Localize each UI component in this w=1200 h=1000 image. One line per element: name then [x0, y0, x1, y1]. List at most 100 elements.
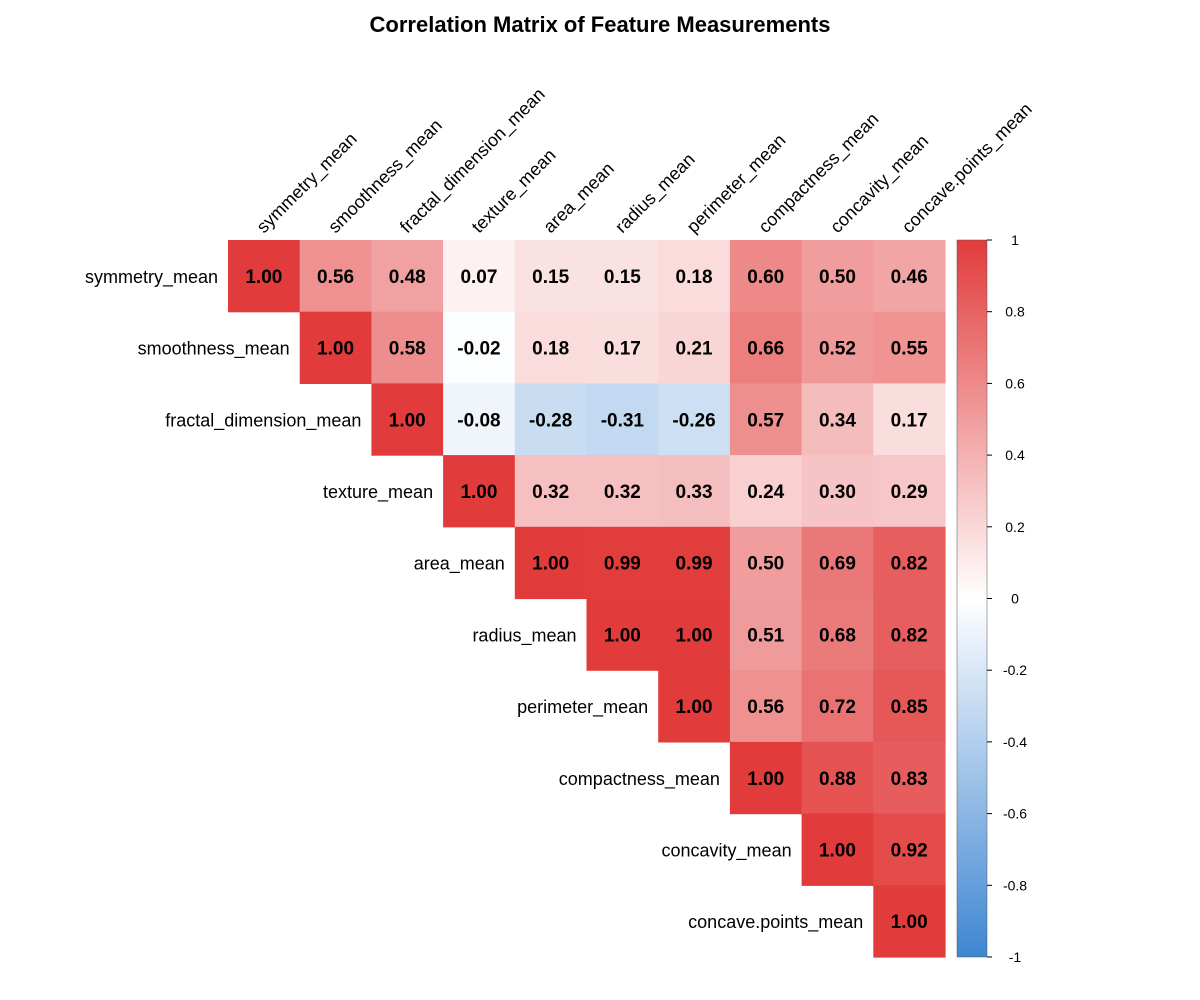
heatmap-cell-smoothness_mean-texture_mean — [443, 311, 516, 384]
heatmap-cell-texture_mean-perimeter_mean — [658, 455, 731, 528]
heatmap-cell-area_mean-compactness_mean — [729, 526, 803, 600]
cell-value-label: 0.30 — [819, 482, 856, 503]
heatmap-cell-radius_mean-perimeter_mean — [658, 598, 731, 671]
cell-value-label: 0.99 — [676, 554, 713, 575]
cell-value-label: 0.18 — [532, 339, 569, 360]
heatmap-cell-texture_mean-concavity_mean — [801, 455, 874, 528]
heatmap-cell-area_mean-area_mean — [514, 526, 588, 600]
heatmap-cell-smoothness_mean-fractal_dimension_mean — [371, 311, 444, 384]
cell-value-label: 1.00 — [604, 625, 641, 646]
heatmap-cell-area_mean-concave.points_mean — [873, 526, 946, 600]
heatmap-cell-texture_mean-compactness_mean — [729, 455, 803, 528]
row-label-compactness_mean: compactness_mean — [559, 769, 720, 790]
cell-value-label: 1.00 — [389, 410, 426, 431]
heatmap-cell-symmetry_mean-radius_mean — [586, 240, 659, 313]
row-label-concavity_mean: concavity_mean — [662, 840, 792, 861]
heatmap-cell-perimeter_mean-concave.points_mean — [873, 670, 946, 743]
cell-value-label: 0.34 — [819, 410, 856, 431]
cell-value-label: 0.32 — [604, 482, 641, 503]
col-label-fractal_dimension_mean: fractal_dimension_mean — [396, 84, 550, 238]
cell-value-label: 0.07 — [460, 267, 497, 288]
cell-value-label: 0.58 — [389, 339, 426, 360]
heatmap-cell-concavity_mean-concavity_mean — [801, 813, 874, 886]
heatmap-cell-texture_mean-texture_mean — [443, 455, 516, 528]
legend-tick-label: -0.8 — [1003, 877, 1027, 893]
heatmap-cell-texture_mean-area_mean — [514, 455, 588, 528]
cell-value-label: 0.15 — [532, 267, 569, 288]
cell-value-label: 0.29 — [891, 482, 928, 503]
row-label-symmetry_mean: symmetry_mean — [85, 267, 218, 288]
cell-value-label: 0.88 — [819, 769, 856, 790]
heatmap-cell-compactness_mean-concave.points_mean — [873, 741, 946, 815]
heatmap-cell-radius_mean-compactness_mean — [729, 598, 803, 671]
legend-tick-label: -1 — [1009, 949, 1022, 965]
col-labels-layer: symmetry_meansmoothness_meanfractal_dime… — [253, 84, 1037, 238]
heatmap-cell-smoothness_mean-radius_mean — [586, 311, 659, 384]
heatmap-cell-perimeter_mean-concavity_mean — [801, 670, 874, 743]
legend-tick-label: -0.6 — [1003, 806, 1027, 822]
col-label-concave.points_mean: concave.points_mean — [898, 99, 1037, 238]
cell-value-label: 1.00 — [819, 840, 856, 861]
heatmap-cell-fractal_dimension_mean-radius_mean — [586, 383, 659, 456]
legend-tick-label: 0.4 — [1005, 447, 1025, 463]
cell-value-label: 0.83 — [891, 769, 928, 790]
cell-value-label: 0.68 — [819, 625, 856, 646]
cell-value-label: 0.57 — [747, 410, 784, 431]
cell-value-label: 0.32 — [532, 482, 569, 503]
legend-tick-label: 0 — [1011, 591, 1019, 607]
legend-tick-label: 0.8 — [1005, 304, 1025, 320]
cells-layer — [228, 240, 946, 958]
cell-value-label: 1.00 — [747, 769, 784, 790]
cell-value-label: -0.26 — [672, 410, 715, 431]
cell-value-label: 0.15 — [604, 267, 641, 288]
heatmap-cell-smoothness_mean-perimeter_mean — [658, 311, 731, 384]
cell-value-label: 0.46 — [891, 267, 928, 288]
heatmap-cell-fractal_dimension_mean-concave.points_mean — [873, 383, 946, 456]
heatmap-cell-compactness_mean-compactness_mean — [729, 741, 803, 815]
legend-tick-label: 0.6 — [1005, 375, 1025, 391]
heatmap-cell-symmetry_mean-texture_mean — [443, 240, 516, 313]
cell-value-label: 0.60 — [747, 267, 784, 288]
heatmap-cell-radius_mean-radius_mean — [586, 598, 659, 671]
cell-value-label: 1.00 — [460, 482, 497, 503]
heatmap-cell-texture_mean-concave.points_mean — [873, 455, 946, 528]
cell-value-label: 0.24 — [747, 482, 784, 503]
heatmap-cell-fractal_dimension_mean-texture_mean — [443, 383, 516, 456]
cell-value-label: 0.48 — [389, 267, 426, 288]
cell-value-label: 0.69 — [819, 554, 856, 575]
heatmap-cell-symmetry_mean-fractal_dimension_mean — [371, 240, 444, 313]
heatmap-cell-radius_mean-concave.points_mean — [873, 598, 946, 671]
cell-value-label: 0.51 — [747, 625, 784, 646]
cell-value-label: 1.00 — [676, 625, 713, 646]
row-label-fractal_dimension_mean: fractal_dimension_mean — [165, 410, 361, 431]
heatmap-cell-area_mean-perimeter_mean — [658, 526, 731, 600]
heatmap-cell-area_mean-concavity_mean — [801, 526, 874, 600]
col-label-compactness_mean: compactness_mean — [754, 109, 883, 238]
heatmap-cell-concave.points_mean-concave.points_mean — [873, 885, 946, 958]
legend-tick-label: -0.2 — [1003, 662, 1027, 678]
row-label-texture_mean: texture_mean — [323, 482, 433, 503]
cell-value-label: 0.82 — [891, 625, 928, 646]
heatmap-cell-smoothness_mean-concavity_mean — [801, 311, 874, 384]
cell-value-label: 0.72 — [819, 697, 856, 718]
row-label-radius_mean: radius_mean — [472, 625, 576, 646]
heatmap-cell-symmetry_mean-smoothness_mean — [299, 240, 372, 313]
cell-value-label: 0.55 — [891, 339, 928, 360]
heatmap-cell-perimeter_mean-compactness_mean — [729, 670, 803, 743]
cell-value-label: 0.17 — [891, 410, 928, 431]
row-labels-layer: symmetry_mean smoothness_mean fractal_dime… — [85, 267, 863, 933]
cell-value-label: 0.99 — [604, 554, 641, 575]
heatmap-cell-smoothness_mean-concave.points_mean — [873, 311, 946, 384]
heatmap-cell-fractal_dimension_mean-perimeter_mean — [658, 383, 731, 456]
cell-value-label: -0.08 — [457, 410, 500, 431]
cell-value-label: 0.33 — [676, 482, 713, 503]
heatmap-cell-texture_mean-radius_mean — [586, 455, 659, 528]
legend-tick-label: -0.4 — [1003, 734, 1027, 750]
row-label-concave.points_mean: concave.points_mean — [688, 912, 863, 933]
heatmap-cell-compactness_mean-concavity_mean — [801, 741, 874, 815]
cell-value-label: 1.00 — [532, 554, 569, 575]
cell-value-label: 1.00 — [676, 697, 713, 718]
heatmap-cell-smoothness_mean-smoothness_mean — [299, 311, 372, 384]
heatmap-cell-fractal_dimension_mean-compactness_mean — [729, 383, 803, 456]
